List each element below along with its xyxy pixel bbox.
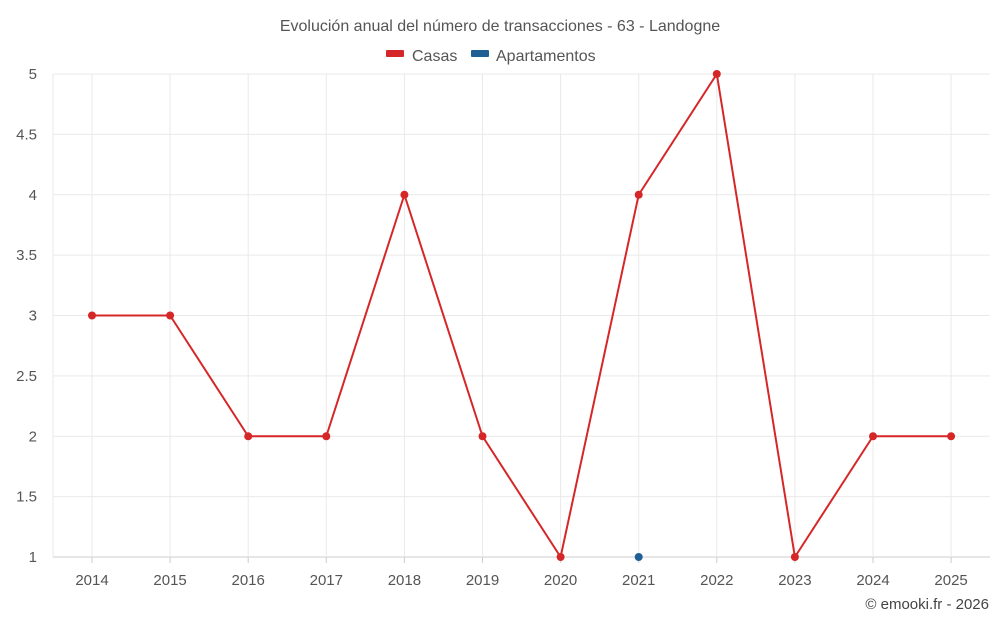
y-tick-label: 2 [29,428,37,445]
x-tick-label: 2022 [700,572,733,589]
data-point-casas-2015[interactable] [166,311,175,320]
x-tick-label: 2014 [75,572,108,589]
data-point-casas-2017[interactable] [322,432,331,441]
data-point-casas-2025[interactable] [947,432,956,441]
y-tick-label: 5 [29,66,37,83]
series-apartamentos [634,553,643,561]
series-line-casas [92,73,952,558]
legend-swatch-casas [386,50,404,57]
data-point-casas-2014[interactable] [88,311,96,320]
legend-swatch-apartamentos [471,50,489,57]
data-point-casas-2019[interactable] [478,432,487,441]
data-point-apartamentos-2021[interactable] [634,553,643,561]
y-tick-label: 4.5 [16,126,37,143]
x-tick-label: 2019 [466,572,499,589]
chart-title: Evolución anual del número de transaccio… [280,18,720,35]
data-point-casas-2022[interactable] [712,70,721,78]
x-tick-label: 2020 [544,572,577,589]
legend: Casas Apartamentos [386,48,596,65]
x-tick-label: 2018 [388,572,421,589]
x-tick-label: 2015 [153,572,186,589]
legend-item-apartamentos[interactable]: Apartamentos [471,48,596,65]
y-tick-label: 2.5 [16,368,37,385]
legend-label-casas: Casas [412,48,457,65]
x-tick-label: 2016 [232,572,265,589]
data-point-casas-2024[interactable] [869,432,877,441]
legend-item-casas[interactable]: Casas [386,48,457,65]
data-point-casas-2021[interactable] [634,190,643,199]
grid [52,73,990,558]
y-axis: 1 1.5 2 2.5 3 3.5 4 4.5 5 [16,66,37,566]
y-tick-label: 1 [29,549,37,566]
y-tick-label: 4 [29,187,37,204]
series-layer [88,70,956,561]
legend-label-apartamentos: Apartamentos [496,48,596,65]
y-tick-label: 3.5 [16,247,37,264]
data-point-casas-2020[interactable] [556,553,565,561]
x-tick-label: 2021 [622,572,655,589]
y-tick-label: 3 [29,308,37,325]
x-tick-label: 2017 [310,572,343,589]
y-tick-label: 1.5 [16,489,37,506]
credit-text: © emooki.fr - 2026 [865,596,989,613]
x-tick-label: 2025 [934,572,967,589]
series-casas [88,70,956,561]
data-point-casas-2016[interactable] [244,432,253,441]
x-tick-label: 2024 [856,572,889,589]
x-axis: 2014 2015 2016 2017 2018 2019 2020 2021 2022 2023… [75,557,968,589]
data-point-casas-2023[interactable] [790,553,799,561]
x-tick-label: 2023 [778,572,811,589]
data-point-casas-2018[interactable] [400,190,409,199]
